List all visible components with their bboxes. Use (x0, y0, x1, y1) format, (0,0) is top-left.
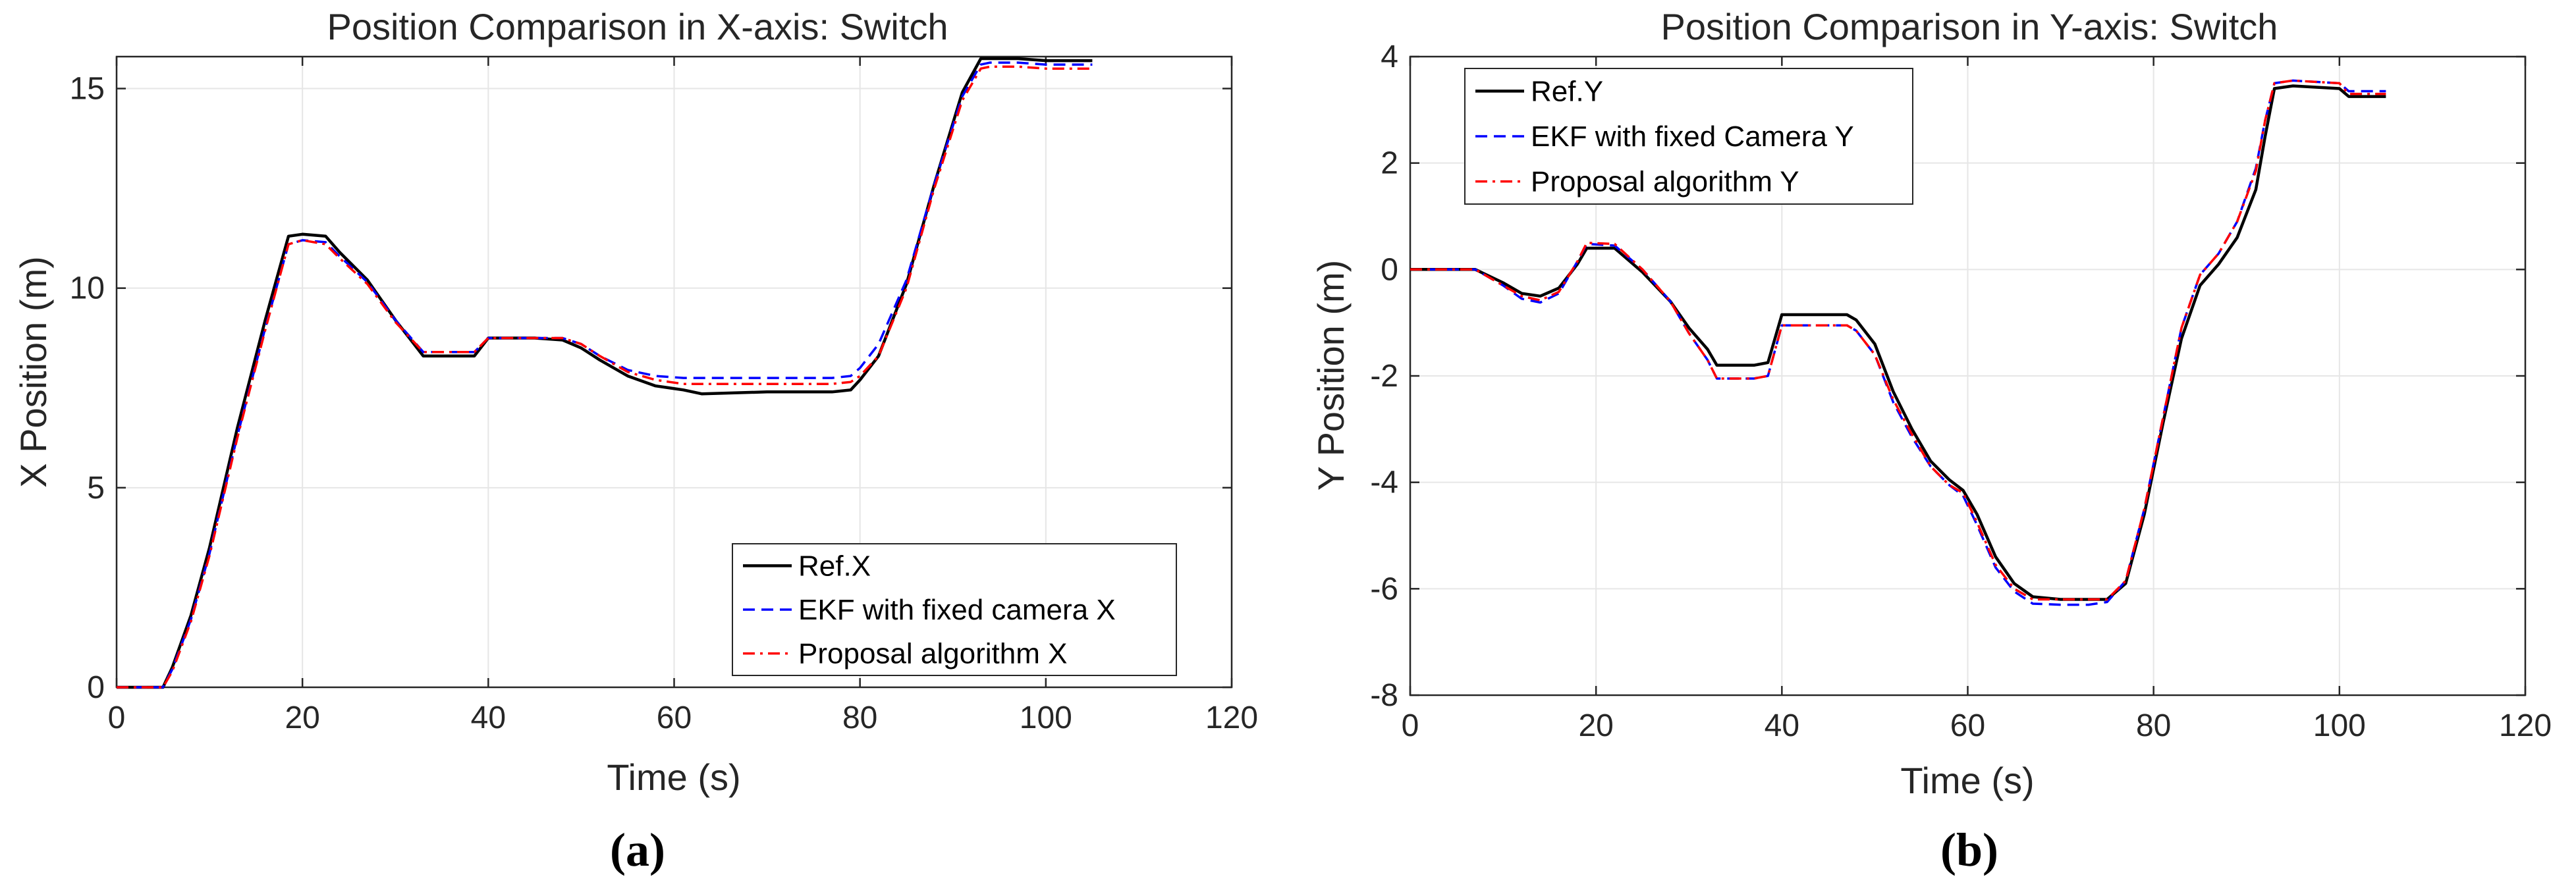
chart-a-panel-label: (a) (610, 824, 665, 876)
chart-b-panel-label: (b) (1940, 824, 1998, 876)
y-tick-label: 10 (70, 271, 105, 306)
chart-a-title: Position Comparison in X-axis: Switch (327, 6, 948, 47)
chart-b-ticks: 0 20 40 60 80 100 120 -8 -6 -4 -2 0 2 4 (1370, 39, 2552, 743)
chart-b-xlabel: Time (s) (1900, 760, 2034, 801)
y-tick-label: 15 (70, 72, 105, 107)
x-tick-label: 80 (842, 700, 877, 735)
y-tick-label: 5 (87, 471, 105, 506)
y-tick-label: 2 (1381, 146, 1398, 181)
legend-label-2: EKF with fixed camera X (798, 594, 1116, 626)
y-tick-label: 0 (1381, 252, 1398, 287)
x-tick-label: 40 (1765, 708, 1799, 743)
series-line-3 (117, 65, 1093, 689)
x-tick-label: 20 (1578, 708, 1613, 743)
legend-box (732, 543, 1177, 676)
x-tick-label: 100 (1020, 700, 1072, 735)
chart-a-series (117, 57, 1093, 689)
legend-label-1: Ref.X (798, 550, 871, 582)
chart-a-grid (116, 57, 1232, 688)
legend-label-2: EKF with fixed Camera Y (1531, 120, 1854, 153)
y-tick-label: -2 (1370, 359, 1398, 394)
x-tick-label: 40 (471, 700, 506, 735)
chart-a-xlabel: Time (s) (607, 756, 740, 798)
x-tick-label: 60 (1950, 708, 1985, 743)
x-tick-label: 120 (1205, 700, 1258, 735)
series-line-1 (1410, 84, 2386, 601)
chart-a: Position Comparison in X-axis: Switch 0 2… (13, 6, 1258, 876)
legend-label-3: Proposal algorithm Y (1531, 166, 1799, 198)
x-tick-label: 20 (285, 700, 319, 735)
y-tick-label: 4 (1381, 39, 1398, 74)
chart-b-ylabel: Y Position (m) (1310, 260, 1352, 491)
y-tick-label: -8 (1370, 678, 1398, 713)
x-tick-label: 120 (2499, 708, 2552, 743)
chart-b-title: Position Comparison in Y-axis: Switch (1661, 6, 2278, 47)
chart-b-series (1410, 79, 2386, 606)
legend-label-1: Ref.Y (1531, 75, 1603, 107)
x-tick-label: 0 (1402, 708, 1419, 743)
chart-a-legend: Ref.X EKF with fixed camera X Proposal alg… (732, 543, 1177, 676)
y-tick-label: -4 (1370, 465, 1398, 500)
y-tick-label: 0 (87, 670, 105, 705)
x-tick-label: 100 (2313, 708, 2366, 743)
series-line-3 (1410, 79, 2386, 601)
chart-a-ticks: 0 20 40 60 80 100 120 0 5 10 15 (70, 57, 1258, 735)
x-tick-label: 60 (657, 700, 692, 735)
x-tick-label: 0 (108, 700, 126, 735)
chart-b: Position Comparison in Y-axis: Switch 0 2… (1310, 6, 2552, 876)
y-tick-label: -6 (1370, 571, 1398, 606)
legend-label-3: Proposal algorithm X (798, 638, 1067, 670)
x-tick-label: 80 (2136, 708, 2171, 743)
chart-b-legend: Ref.Y EKF with fixed Camera Y Proposal alg… (1464, 68, 1913, 205)
chart-a-ylabel: X Position (m) (13, 256, 54, 488)
legend-box (1464, 68, 1913, 205)
